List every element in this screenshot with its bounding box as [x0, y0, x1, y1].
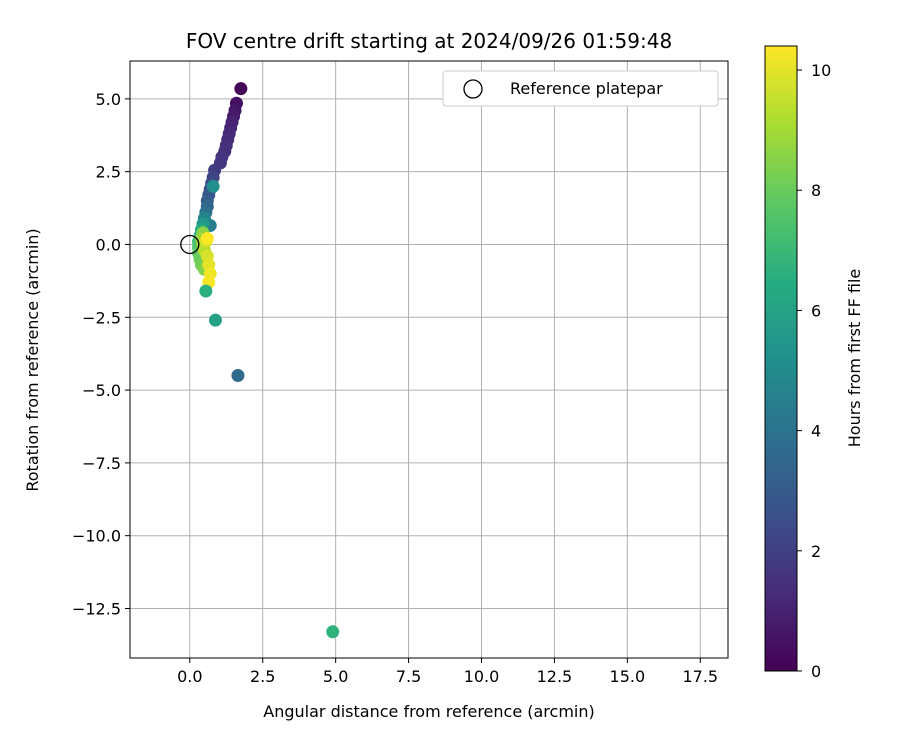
y-tick-label: −12.5: [72, 599, 121, 618]
y-tick-label: −10.0: [72, 527, 121, 546]
x-tick-label: 17.5: [682, 667, 718, 686]
colorbar-tick-label: 2: [811, 542, 821, 561]
legend-label: Reference platepar: [510, 79, 663, 98]
colorbar-label: Hours from first FF file: [845, 269, 864, 448]
colorbar-gradient: [764, 45, 798, 672]
x-tick-label: 12.5: [537, 667, 573, 686]
grid-lines: [130, 61, 728, 658]
x-axis-label: Angular distance from reference (arcmin): [263, 702, 594, 721]
y-axis-ticks: 5.0 2.5 0.0 −2.5 −5.0 −7.5 −10.0 −12.5: [72, 90, 130, 618]
y-tick-label: −2.5: [82, 308, 121, 327]
data-point: [206, 179, 220, 193]
y-axis-label: Rotation from reference (arcmin): [23, 228, 42, 491]
colorbar: 0 2 4 6 8 10 Hours from first FF file: [764, 45, 864, 681]
plot-frame: [129, 60, 729, 659]
colorbar-tick-label: 4: [811, 422, 821, 441]
x-tick-label: 10.0: [464, 667, 500, 686]
x-tick-label: 2.5: [250, 667, 275, 686]
y-tick-label: 2.5: [96, 163, 121, 182]
data-point: [200, 232, 214, 246]
y-tick-label: −7.5: [82, 454, 121, 473]
x-tick-label: 0.0: [177, 667, 202, 686]
data-point: [326, 625, 340, 639]
legend-marker: [463, 79, 483, 99]
colorbar-tick-label: 10: [811, 61, 831, 80]
data-points: [180, 82, 340, 639]
data-point: [231, 369, 245, 383]
legend: Reference platepar: [442, 70, 719, 107]
x-tick-label: 5.0: [323, 667, 348, 686]
data-point: [199, 284, 213, 298]
legend-box: [442, 70, 719, 107]
data-point: [208, 313, 222, 327]
colorbar-ticks: 0 2 4 6 8 10: [797, 61, 831, 681]
y-tick-label: 0.0: [96, 235, 121, 254]
reference-marker: [180, 234, 200, 255]
colorbar-tick-label: 6: [811, 301, 821, 320]
data-point: [234, 82, 248, 96]
colorbar-tick-label: 8: [811, 181, 821, 200]
chart-title: FOV centre drift starting at 2024/09/26 …: [186, 29, 672, 53]
colorbar-tick-label: 0: [811, 662, 821, 681]
x-tick-label: 7.5: [396, 667, 421, 686]
y-tick-label: 5.0: [96, 90, 121, 109]
x-tick-label: 15.0: [610, 667, 646, 686]
x-axis-ticks: 0.0 2.5 5.0 7.5 10.0 12.5 15.0 17.5: [177, 658, 718, 686]
y-tick-label: −5.0: [82, 381, 121, 400]
